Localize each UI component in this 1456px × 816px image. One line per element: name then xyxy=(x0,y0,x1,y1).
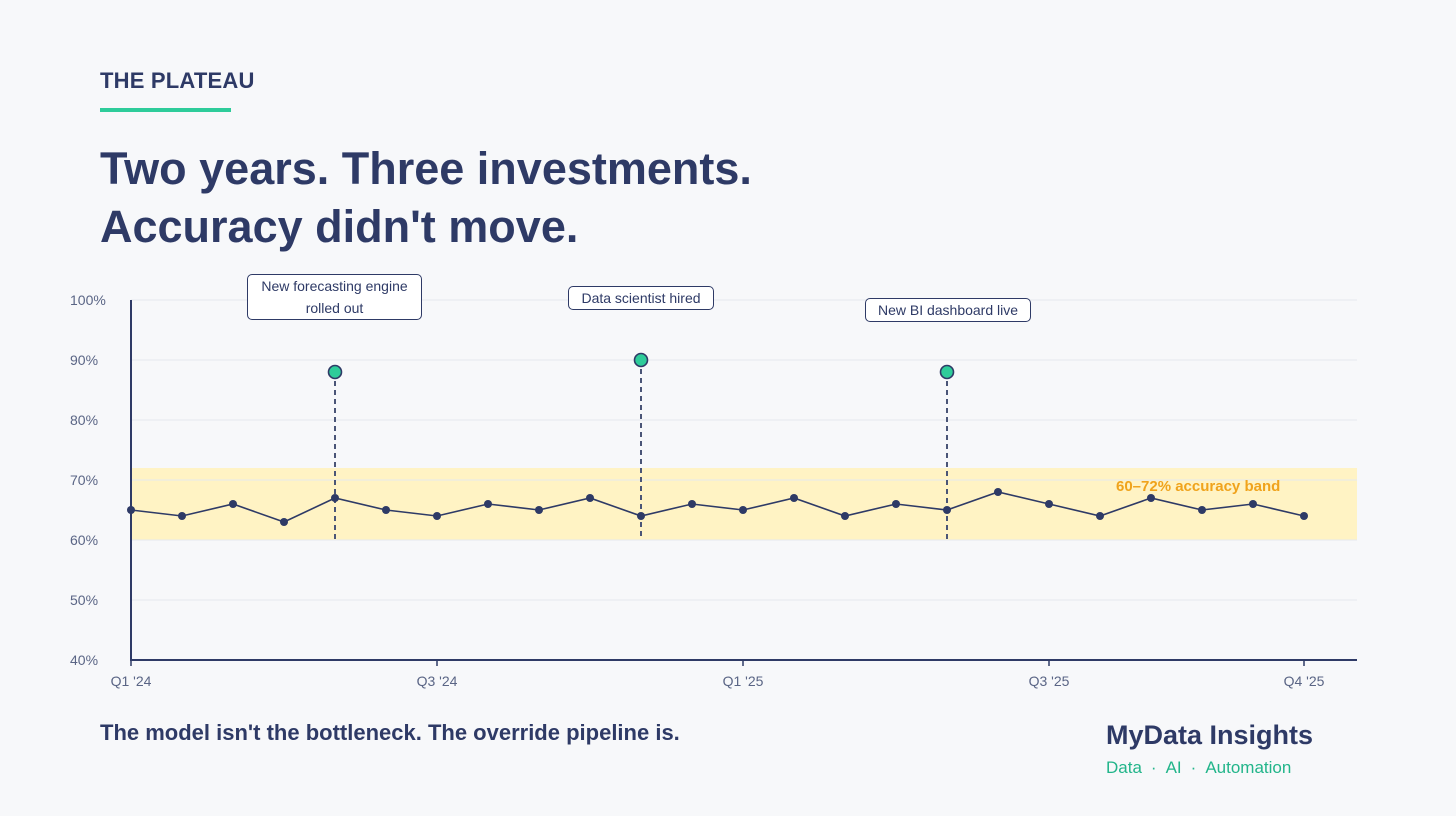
data-point xyxy=(127,506,135,514)
tagline-automation: Automation xyxy=(1205,758,1292,777)
annotation-marker xyxy=(327,364,343,380)
data-point xyxy=(739,506,747,514)
data-point xyxy=(1198,506,1206,514)
annotation-marker xyxy=(633,352,649,368)
tagline-separator: · xyxy=(1150,758,1157,777)
data-point xyxy=(688,500,696,508)
data-point xyxy=(1096,512,1104,520)
eyebrow-label: THE PLATEAU xyxy=(100,68,255,93)
brand-tagline: Data · AI · Automation xyxy=(1106,758,1291,778)
takeaway-subtitle: The model isn't the bottleneck. The over… xyxy=(100,720,680,745)
data-point xyxy=(637,512,645,520)
data-point xyxy=(841,512,849,520)
tagline-ai: AI xyxy=(1165,758,1182,777)
x-tick-label: Q4 '25 xyxy=(1284,673,1325,689)
headline-line-2: Accuracy didn't move. xyxy=(100,201,579,252)
headline-line-1: Two years. Three investments. xyxy=(100,143,752,194)
y-tick-label: 80% xyxy=(70,412,98,428)
data-point xyxy=(280,518,288,526)
annotation-marker xyxy=(939,364,955,380)
annotation-forecasting-engine: New forecasting engine rolled out xyxy=(247,274,422,320)
data-point xyxy=(994,488,1002,496)
data-point xyxy=(586,494,594,502)
data-point xyxy=(1300,512,1308,520)
tagline-data: Data xyxy=(1106,758,1142,777)
y-tick-label: 90% xyxy=(70,352,98,368)
annotation-bi-dashboard: New BI dashboard live xyxy=(865,298,1031,322)
data-point xyxy=(433,512,441,520)
data-point xyxy=(178,512,186,520)
annotation-line: New BI dashboard live xyxy=(877,302,1019,318)
data-point xyxy=(1147,494,1155,502)
annotation-data-scientist: Data scientist hired xyxy=(568,286,714,310)
y-tick-label: 100% xyxy=(70,292,106,308)
data-point xyxy=(943,506,951,514)
y-tick-label: 50% xyxy=(70,592,98,608)
y-tick-label: 60% xyxy=(70,532,98,548)
data-point xyxy=(790,494,798,502)
data-point xyxy=(484,500,492,508)
brand-name: MyData Insights xyxy=(1106,720,1314,750)
band-label: 60–72% accuracy band xyxy=(1116,478,1281,495)
tagline-separator: · xyxy=(1190,758,1197,777)
y-tick-label: 70% xyxy=(70,472,98,488)
y-tick-label: 40% xyxy=(70,652,98,668)
annotation-line: New forecasting engine xyxy=(261,278,408,294)
x-tick-label: Q3 '24 xyxy=(417,673,458,689)
data-point xyxy=(1045,500,1053,508)
series-line xyxy=(130,491,1305,523)
data-point xyxy=(229,500,237,508)
x-tick-label: Q3 '25 xyxy=(1029,673,1070,689)
annotation-line: rolled out xyxy=(305,300,364,316)
data-point xyxy=(331,494,339,502)
eyebrow-underline xyxy=(100,108,231,112)
x-tick-label: Q1 '24 xyxy=(111,673,152,689)
data-point xyxy=(535,506,543,514)
annotation-line: Data scientist hired xyxy=(581,290,701,306)
x-tick-label: Q1 '25 xyxy=(723,673,764,689)
data-point xyxy=(1249,500,1257,508)
data-point xyxy=(382,506,390,514)
headline: Two years. Three investments. Accuracy d… xyxy=(100,140,752,256)
data-point xyxy=(892,500,900,508)
